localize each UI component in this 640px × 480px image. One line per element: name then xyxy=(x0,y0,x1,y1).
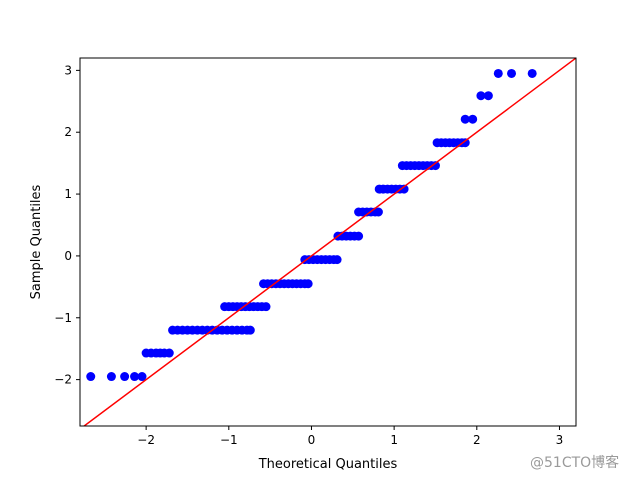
data-point xyxy=(332,255,342,265)
data-point xyxy=(164,348,174,358)
data-point xyxy=(493,68,503,78)
reference-line xyxy=(82,58,576,426)
data-point xyxy=(120,372,130,382)
data-point xyxy=(460,114,470,124)
data-point xyxy=(354,231,364,241)
data-point xyxy=(86,372,96,382)
y-axis-ticks: −2 −1 0 1 2 3 xyxy=(54,63,80,387)
y-tick-label: 1 xyxy=(64,187,72,201)
data-point xyxy=(483,91,493,101)
data-point xyxy=(430,161,440,171)
data-point xyxy=(261,302,271,312)
y-tick-label: 3 xyxy=(64,63,72,77)
x-axis-ticks: −2 −1 0 1 2 3 xyxy=(137,426,563,447)
watermark: @51CTO博客 xyxy=(530,455,620,471)
data-point xyxy=(130,372,140,382)
x-tick-label: 3 xyxy=(556,433,564,447)
data-point xyxy=(527,68,537,78)
x-tick-label: 1 xyxy=(390,433,398,447)
data-point xyxy=(399,184,409,194)
data-point xyxy=(137,372,147,382)
data-point xyxy=(460,138,470,148)
scatter-points xyxy=(86,68,537,382)
y-tick-label: 2 xyxy=(64,125,72,139)
x-tick-label: 2 xyxy=(473,433,481,447)
y-tick-label: 0 xyxy=(64,249,72,263)
data-point xyxy=(106,372,116,382)
data-point xyxy=(303,279,313,289)
data-point xyxy=(245,325,255,335)
y-tick-label: −2 xyxy=(54,373,72,387)
x-axis-label: Theoretical Quantiles xyxy=(258,457,398,472)
plot-frame xyxy=(79,57,577,427)
y-tick-label: −1 xyxy=(54,311,72,325)
x-tick-label: 0 xyxy=(308,433,316,447)
x-tick-label: −2 xyxy=(137,433,155,447)
data-point xyxy=(507,68,517,78)
x-tick-label: −1 xyxy=(220,433,238,447)
y-axis-label: Sample Quantiles xyxy=(29,184,44,299)
data-point xyxy=(373,207,383,217)
data-point xyxy=(476,91,486,101)
data-point xyxy=(468,114,478,124)
